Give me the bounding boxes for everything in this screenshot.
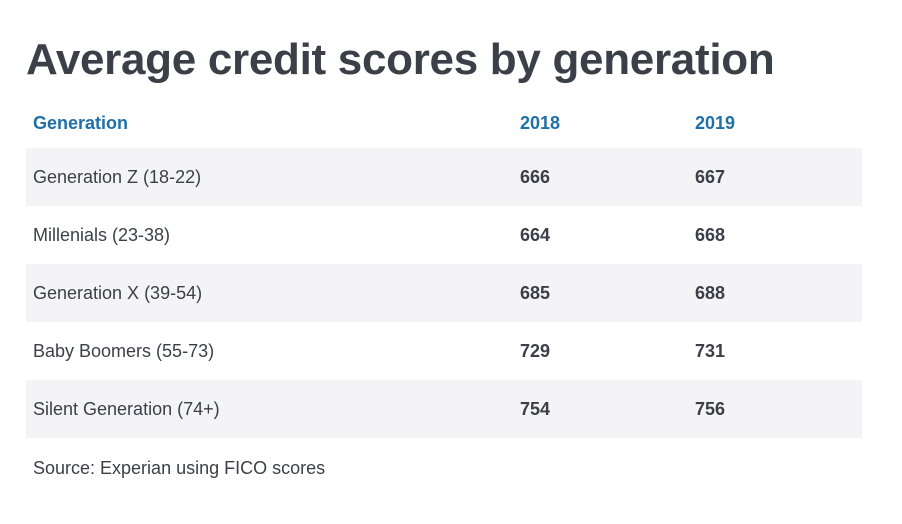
table-row: Silent Generation (74+) 754 756 (26, 380, 862, 438)
row-label: Generation X (39-54) (33, 282, 203, 303)
value-2018: 729 (520, 340, 551, 361)
value-2019: 731 (695, 340, 726, 361)
table-row: Millenials (23-38) 664 668 (26, 206, 862, 264)
table-row: Generation X (39-54) 685 688 (26, 264, 862, 322)
value-2019: 668 (695, 224, 726, 245)
table-header-row: Generation 2018 2019 (26, 98, 862, 148)
value-2018: 664 (520, 224, 551, 245)
column-header-2018: 2018 (520, 112, 561, 133)
column-header-generation: Generation (33, 112, 129, 133)
value-2019: 667 (695, 166, 726, 187)
value-2018: 685 (520, 282, 551, 303)
source-note: Source: Experian using FICO scores (33, 458, 326, 478)
credit-score-table: Generation 2018 2019 Generation Z (18-22… (26, 98, 862, 438)
chart-title: Average credit scores by generation (26, 35, 775, 84)
table-row: Baby Boomers (55-73) 729 731 (26, 322, 862, 380)
row-label: Millenials (23-38) (33, 224, 171, 245)
value-2018: 666 (520, 166, 551, 187)
row-label: Baby Boomers (55-73) (33, 340, 215, 361)
row-label: Silent Generation (74+) (33, 398, 220, 419)
table-row: Generation Z (18-22) 666 667 (26, 148, 862, 206)
value-2019: 756 (695, 398, 726, 419)
value-2018: 754 (520, 398, 551, 419)
row-label: Generation Z (18-22) (33, 166, 202, 187)
value-2019: 688 (695, 282, 726, 303)
column-header-2019: 2019 (695, 112, 736, 133)
